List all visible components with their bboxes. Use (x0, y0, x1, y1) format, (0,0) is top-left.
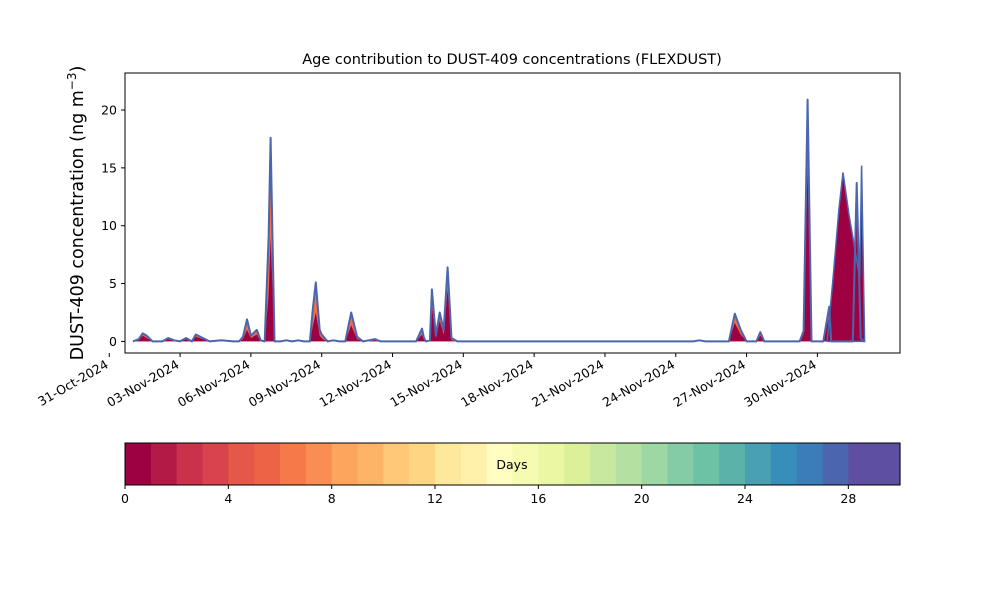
colorbar-tick-label: 12 (427, 491, 443, 506)
y-tick-label: 0 (109, 334, 117, 349)
colorbar-tick-label: 0 (121, 491, 129, 506)
colorbar-cells (125, 443, 901, 485)
colorbar-cell (641, 443, 669, 485)
x-tick-label: 24-Nov-2024 (600, 357, 678, 410)
colorbar-cell (202, 443, 229, 485)
colorbar-cell (125, 443, 152, 485)
colorbar-cell (357, 443, 384, 485)
colorbar-cell (822, 443, 849, 485)
y-axis-label-sup: −3 (65, 72, 79, 90)
colorbar-label: Days (496, 457, 527, 472)
colorbar-cell (512, 443, 539, 485)
plot-area (124, 72, 901, 354)
colorbar-cell (538, 443, 565, 485)
plot-frame (124, 72, 901, 354)
colorbar-cell (615, 443, 643, 485)
x-tick-label: 09-Nov-2024 (246, 357, 324, 410)
x-tick-label: 30-Nov-2024 (741, 357, 819, 410)
colorbar-cell (331, 443, 359, 485)
colorbar-cell (667, 443, 694, 485)
colorbar-cell (460, 443, 488, 485)
y-axis: 0 5 10 15 20 (101, 103, 125, 349)
colorbar-cell (848, 443, 875, 485)
colorbar-cell (770, 443, 798, 485)
colorbar-tick-label: 28 (840, 491, 856, 506)
colorbar-tick-label: 20 (634, 491, 650, 506)
y-axis-label-main: DUST-409 concentration (ng m (68, 90, 88, 360)
y-axis-label-end: ) (68, 66, 88, 73)
colorbar-tick-label: 16 (530, 491, 546, 506)
colorbar-ticks: 0 4 8 12 16 20 24 28 (121, 485, 856, 506)
colorbar-tick-label: 24 (737, 491, 753, 506)
x-tick-label: 15-Nov-2024 (387, 357, 465, 410)
x-axis: 31-Oct-202403-Nov-202406-Nov-202409-Nov-… (35, 353, 819, 410)
y-tick-label: 5 (109, 276, 117, 291)
colorbar-cell (796, 443, 824, 485)
x-tick-label: 03-Nov-2024 (104, 357, 182, 410)
colorbar-cell (745, 443, 772, 485)
x-tick-label: 06-Nov-2024 (175, 357, 253, 410)
colorbar-cell (409, 443, 436, 485)
colorbar-cell (564, 443, 591, 485)
colorbar-frame (124, 442, 901, 486)
plot-background (125, 73, 900, 353)
area-layers (132, 98, 866, 343)
colorbar-cell (280, 443, 307, 485)
chart-title: Age contribution to DUST-409 concentrati… (302, 52, 722, 68)
colorbar-cell (150, 443, 178, 485)
colorbar-tick-label: 8 (328, 491, 336, 506)
colorbar-cell (228, 443, 255, 485)
y-tick-label: 10 (101, 218, 117, 233)
colorbar-cell (693, 443, 720, 485)
colorbar-cell (176, 443, 204, 485)
y-axis-label: DUST-409 concentration (ng m−3) (65, 66, 88, 361)
x-tick-label: 31-Oct-2024 (35, 357, 111, 409)
colorbar-cell (719, 443, 746, 485)
colorbar-cell (383, 443, 410, 485)
area-outline (132, 98, 865, 343)
colorbar: Days 0 4 8 12 16 20 24 28 (121, 442, 901, 506)
colorbar-cell (486, 443, 514, 485)
colorbar-cell (435, 443, 462, 485)
x-tick-label: 27-Nov-2024 (671, 357, 749, 410)
colorbar-cell (305, 443, 333, 485)
x-tick-label: 12-Nov-2024 (317, 357, 395, 410)
y-tick-label: 15 (101, 160, 117, 175)
colorbar-cell (590, 443, 617, 485)
x-tick-label: 18-Nov-2024 (458, 357, 536, 410)
y-tick-label: 20 (101, 103, 117, 118)
x-tick-label: 21-Nov-2024 (529, 357, 607, 410)
colorbar-cell (254, 443, 281, 485)
colorbar-cell (874, 443, 901, 485)
colorbar-tick-label: 4 (224, 491, 232, 506)
